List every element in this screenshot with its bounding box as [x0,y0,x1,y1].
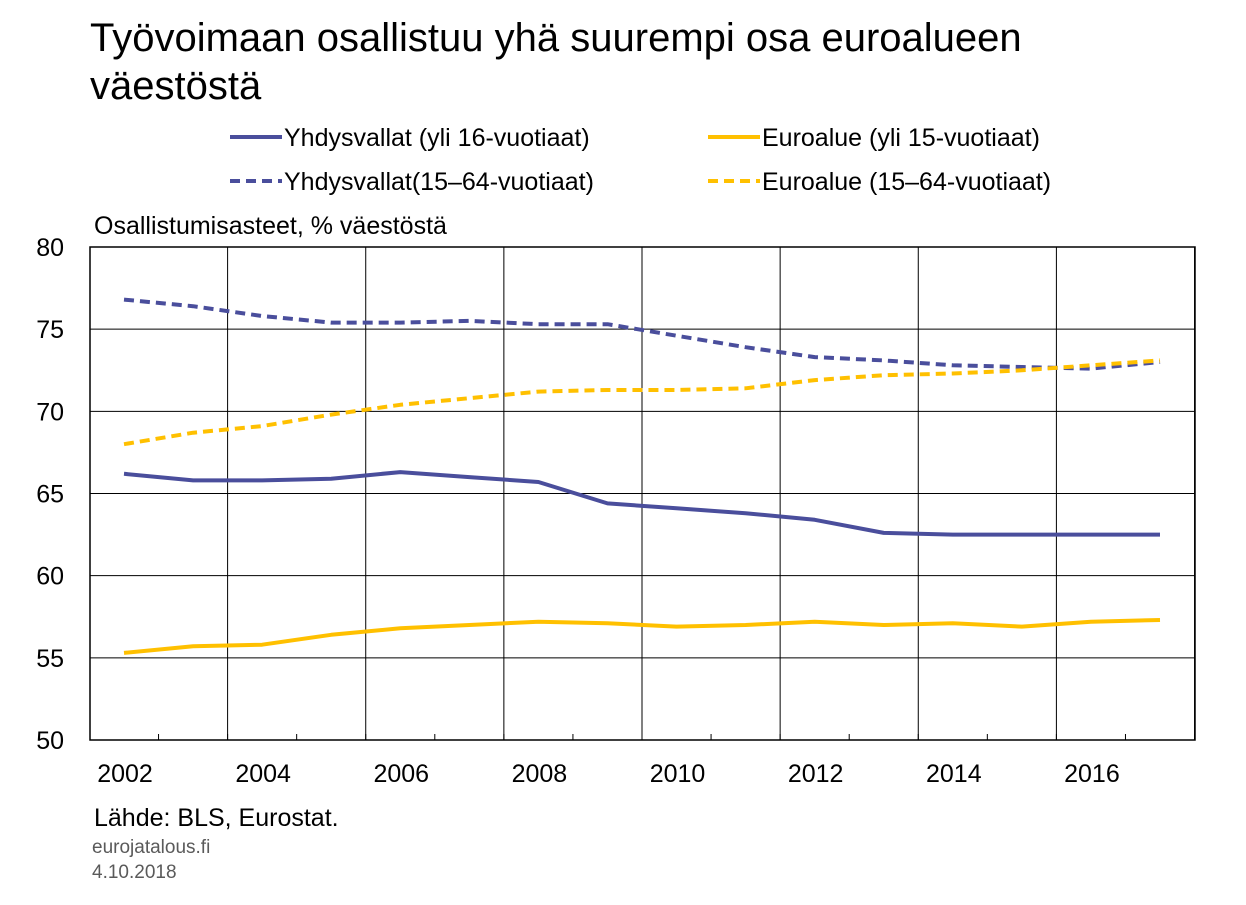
series-line-1 [123,618,1161,655]
y-tick-label: 50 [36,727,64,755]
x-tick-label: 2008 [512,760,568,788]
series-line-3 [123,358,1161,447]
y-axis-label: Osallistumisasteet, % väestöstä [94,212,447,240]
x-tick-label: 2010 [650,760,706,788]
legend-swatch-ea-1564 [708,179,760,183]
legend-label-ea-15: Euroalue (yli 15-vuotiaat) [762,124,1040,152]
series-line-2 [123,297,1161,371]
legend-swatch-ea-15 [708,135,760,139]
y-tick-label: 55 [36,645,64,673]
legend-swatch-us-1564 [230,179,282,183]
legend-label-us-1564: Yhdysvallat(15–64-vuotiaat) [284,168,594,196]
legend-label-ea-1564: Euroalue (15–64-vuotiaat) [762,168,1052,196]
x-tick-label: 2002 [97,760,153,788]
legend-swatch-us-16 [230,135,282,139]
line-chart: 50 55 60 65 70 75 80 2002 2004 2006 2008 2010 2012 20… [36,234,1196,788]
y-tick-label: 75 [36,316,64,344]
chart-title: Työvoimaan osallistuu yhä suurempi osa e… [90,16,1022,108]
x-tick-label: 2004 [235,760,291,788]
x-tick-label: 2016 [1064,760,1120,788]
publish-date: 4.10.2018 [92,862,177,883]
plot-frame [89,246,1196,741]
source-note: Lähde: BLS, Eurostat. [94,804,339,832]
site-name: eurojatalous.fi [92,837,211,858]
y-tick-label: 70 [36,398,64,426]
x-tick-label: 2006 [373,760,429,788]
legend-label-us-16: Yhdysvallat (yli 16-vuotiaat) [284,124,590,152]
x-tick-label: 2012 [788,760,844,788]
y-tick-label: 60 [36,563,64,591]
y-tick-label: 65 [36,481,64,509]
series-line-0 [123,470,1160,537]
y-tick-label: 80 [36,234,64,262]
x-tick-label: 2014 [926,760,982,788]
